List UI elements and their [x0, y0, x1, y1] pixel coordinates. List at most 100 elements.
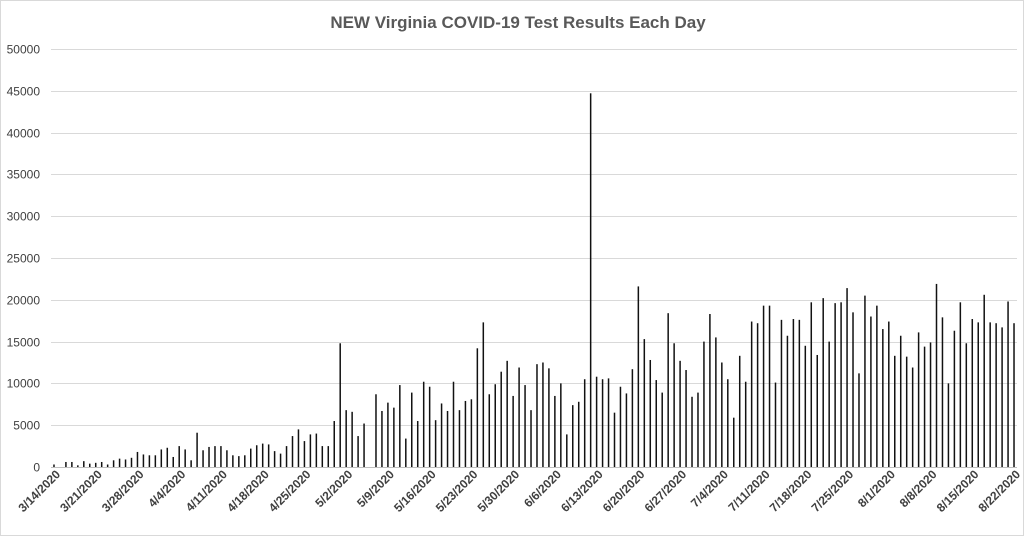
bar	[888, 321, 890, 467]
x-tick-label: 5/30/2020	[475, 467, 523, 515]
bar	[1007, 301, 1009, 467]
bar	[840, 302, 842, 467]
y-tick-label: 30000	[7, 210, 41, 224]
bar	[208, 446, 210, 467]
bar	[744, 381, 747, 467]
y-tick-label: 45000	[7, 85, 41, 99]
bar	[804, 345, 807, 467]
bar	[71, 461, 73, 467]
x-tick-label: 7/18/2020	[767, 467, 815, 515]
x-tick-label: 5/16/2020	[391, 467, 439, 515]
bar	[852, 312, 854, 467]
bar	[691, 396, 693, 467]
bar	[715, 337, 717, 467]
bar	[154, 455, 157, 467]
gridlines	[51, 49, 1017, 426]
x-axis-tick-labels: 3/14/20203/21/20203/28/20204/4/20204/11/…	[15, 467, 1023, 515]
bar	[446, 410, 449, 467]
bar	[65, 461, 67, 467]
bar	[882, 329, 884, 467]
bar	[148, 455, 151, 467]
bar	[667, 313, 669, 467]
bar	[876, 305, 878, 467]
bar	[476, 348, 479, 467]
bar	[77, 465, 79, 467]
bar	[494, 384, 496, 467]
x-tick-label: 5/2/2020	[312, 467, 355, 510]
bar	[762, 305, 765, 467]
bar	[637, 286, 640, 467]
bar	[542, 362, 544, 467]
bar	[816, 354, 818, 467]
bar	[291, 436, 294, 467]
x-tick-label: 8/15/2020	[934, 467, 982, 515]
bar	[631, 369, 634, 467]
y-tick-label: 35000	[7, 168, 41, 182]
bar	[422, 381, 425, 467]
bar	[405, 438, 407, 467]
bar	[572, 405, 574, 467]
bar	[100, 461, 103, 467]
bar	[357, 436, 359, 467]
bar	[577, 401, 580, 467]
x-tick-label: 3/28/2020	[99, 467, 147, 515]
bar	[935, 283, 938, 467]
bar	[518, 367, 520, 467]
bar	[250, 448, 252, 467]
bar	[321, 446, 324, 467]
bar	[303, 441, 306, 467]
bar	[756, 323, 759, 467]
bar	[351, 411, 353, 467]
x-tick-label: 4/18/2020	[224, 467, 272, 515]
x-tick-label: 7/11/2020	[726, 467, 773, 514]
bar	[864, 295, 866, 467]
bar	[548, 368, 550, 467]
bar	[411, 392, 413, 467]
bar	[89, 463, 91, 467]
bar	[595, 376, 598, 467]
bar	[393, 407, 395, 467]
x-tick-label: 8/22/2020	[975, 467, 1023, 515]
y-axis-tick-labels: 0 5000 10000 15000 20000 25000 30000 35000 40000…	[7, 43, 41, 475]
bar	[560, 383, 562, 467]
bar	[607, 378, 610, 467]
bar	[464, 400, 467, 467]
x-tick-label: 4/25/2020	[266, 467, 314, 515]
bar	[709, 314, 711, 467]
bar	[327, 446, 330, 467]
y-tick-label: 0	[33, 461, 40, 475]
bar	[917, 332, 920, 467]
bar	[846, 288, 848, 467]
bar	[106, 464, 109, 467]
bar	[685, 370, 687, 467]
x-tick-label: 3/21/2020	[57, 467, 105, 515]
bar-series	[53, 93, 1015, 467]
bar	[136, 451, 139, 467]
bar	[83, 461, 85, 467]
bar	[1001, 327, 1003, 467]
bar	[297, 429, 300, 467]
y-tick-label: 25000	[7, 252, 41, 266]
bar	[261, 443, 264, 467]
bar	[1013, 323, 1015, 467]
bar	[500, 371, 502, 467]
bar	[822, 298, 824, 467]
bar	[673, 343, 675, 467]
bar	[810, 302, 813, 467]
bar	[780, 319, 783, 467]
x-tick-label: 5/23/2020	[433, 467, 481, 515]
bar	[679, 360, 681, 467]
bar	[923, 346, 926, 467]
bar	[267, 444, 270, 467]
bar	[142, 454, 145, 467]
bar	[774, 382, 777, 467]
bar	[130, 457, 133, 467]
bar	[995, 323, 997, 467]
bar	[399, 385, 401, 467]
bar	[536, 364, 538, 467]
x-tick-label: 4/4/2020	[145, 467, 188, 510]
bar	[387, 402, 389, 467]
bar	[953, 330, 956, 467]
bar	[482, 322, 485, 467]
